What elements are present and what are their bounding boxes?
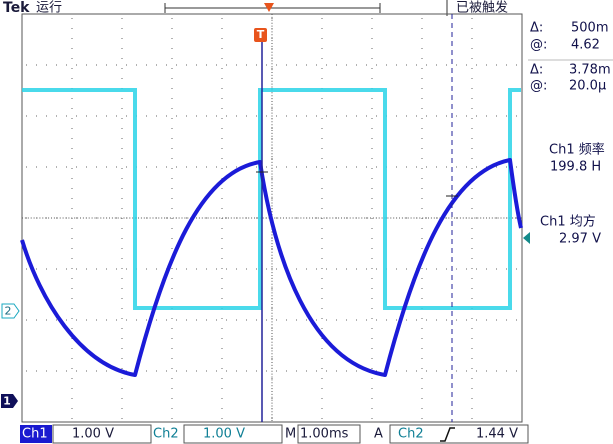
ch1-number: 1 xyxy=(3,395,11,408)
trigger-letter: T xyxy=(257,28,265,41)
ch1-badge xyxy=(1,394,18,408)
timebase-label: M xyxy=(285,427,296,442)
measurement-value: 199.8 H xyxy=(550,160,601,175)
ch1-tag xyxy=(20,425,52,443)
trigger-level: 1.44 V xyxy=(476,427,518,442)
readout-value: 3.78m xyxy=(569,63,611,78)
readout-value: 20.0μ xyxy=(569,79,606,94)
ch2-scale: 1.00 V xyxy=(203,427,245,442)
trigger-label: A xyxy=(374,427,383,442)
run-status: 运行 xyxy=(36,1,62,16)
trigger-box xyxy=(389,424,529,444)
readout-label: @: xyxy=(530,79,547,94)
readout-label: @: xyxy=(530,38,547,53)
ch2-badge xyxy=(1,303,20,319)
trigger-level-marker xyxy=(523,232,530,244)
ch2-label: Ch2 xyxy=(153,427,179,442)
status-bar: Ch1 1.00 V Ch2 1.00 V M 1.00ms A Ch2 1.4… xyxy=(20,424,529,444)
ch1-label: Ch1 xyxy=(22,427,48,442)
ch1-scale: 1.00 V xyxy=(72,427,114,442)
trigger-state: 已被触发 xyxy=(456,0,508,16)
readout-label: Δ: xyxy=(530,21,543,36)
ch2-number: 2 xyxy=(5,305,12,318)
readout-panel: Δ: 500m @: 4.62 Δ: 3.78m @: 20.0μ Ch1 频率… xyxy=(528,21,613,247)
trigger-badge xyxy=(254,28,267,42)
ch2-marker: 2 xyxy=(1,303,20,319)
trigger-marker: T xyxy=(254,28,267,42)
ch1-trace xyxy=(20,158,523,377)
timebase-box xyxy=(297,424,361,444)
measurement-label: Ch1 频率 xyxy=(549,142,605,158)
ch1-marker: 1 xyxy=(1,394,18,408)
measurement-label: Ch1 均方 xyxy=(540,214,596,230)
readout-label: Δ: xyxy=(530,63,543,78)
trigger-pos-icon xyxy=(264,3,274,12)
brand: Tek xyxy=(3,0,30,16)
trigger-source: Ch2 xyxy=(398,427,424,442)
readout-value: 500m xyxy=(571,21,608,36)
readout-value: 4.62 xyxy=(571,38,600,53)
ch2-trace xyxy=(22,88,521,310)
ch1-scale-box xyxy=(52,424,152,444)
ch2-scale-box xyxy=(183,424,283,444)
top-bar: Tek 运行 已被触发 xyxy=(3,0,508,16)
measurement-value: 2.97 V xyxy=(559,232,601,247)
slope-icon xyxy=(440,427,455,442)
timebase: 1.00ms xyxy=(300,427,349,442)
